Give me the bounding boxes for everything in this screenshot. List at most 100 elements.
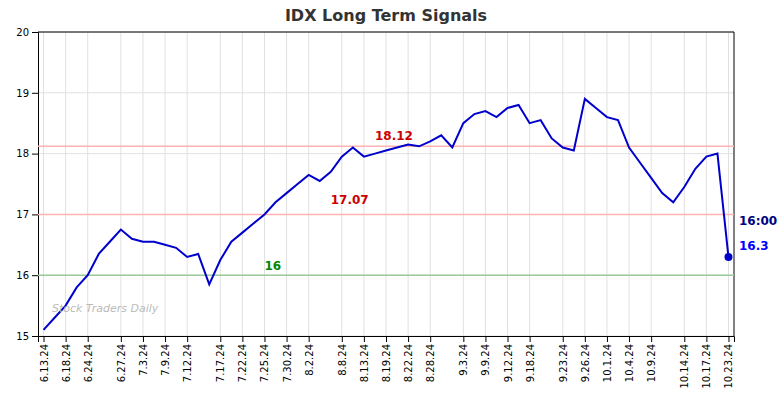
tick-label: 10.14.24: [679, 344, 690, 389]
tick-label: 9.26.24: [580, 344, 591, 382]
tick: 16: [16, 270, 38, 281]
tick-mark: [386, 336, 387, 342]
tick: 8.13.24: [359, 336, 370, 382]
tick: 7.3.24: [138, 336, 149, 376]
annotation: 16: [264, 259, 281, 273]
annotation: 16.3: [739, 239, 769, 253]
tick-label: 17: [16, 209, 29, 220]
chart: 6.13.246.18.246.24.246.27.247.3.247.9.24…: [0, 0, 784, 398]
annotation: 17.07: [331, 193, 369, 207]
tick: 8.22.24: [403, 336, 414, 382]
tick-label: 7.17.24: [215, 344, 226, 382]
tick: 10.4.24: [624, 336, 635, 382]
tick: 20: [16, 27, 38, 38]
grid-line: [142, 32, 143, 336]
tick: 19: [16, 88, 38, 99]
tick-mark: [706, 336, 707, 342]
grid-line: [286, 32, 287, 336]
tick: 18: [16, 148, 38, 159]
tick-mark: [32, 93, 38, 94]
tick: 10.1.24: [602, 336, 613, 382]
reference-line: [38, 274, 734, 276]
tick: 9.23.24: [558, 336, 569, 382]
tick-label: 8.19.24: [381, 344, 392, 382]
tick: 10.14.24: [679, 336, 690, 389]
annotation: 16:00: [739, 214, 777, 228]
grid-line: [43, 32, 44, 336]
tick-mark: [342, 336, 343, 342]
tick-mark: [32, 214, 38, 215]
axis-line: [39, 337, 735, 343]
tick-mark: [585, 336, 586, 342]
tick-mark: [430, 336, 431, 342]
grid-line: [485, 32, 486, 336]
tick: 6.13.24: [39, 336, 50, 382]
tick-mark: [651, 336, 652, 342]
tick-mark: [684, 336, 685, 342]
tick: 8.19.24: [381, 336, 392, 382]
tick-label: 6.27.24: [116, 344, 127, 382]
grid-line: [651, 32, 652, 336]
grid-line: [562, 32, 563, 336]
tick-mark: [309, 336, 310, 342]
tick-label: 20: [16, 27, 29, 38]
tick: 7.25.24: [259, 336, 270, 382]
tick-mark: [32, 32, 38, 33]
reference-line: [38, 214, 734, 216]
tick-label: 10.4.24: [624, 344, 635, 382]
grid-line: [38, 32, 734, 33]
frame: [38, 32, 734, 33]
tick-mark: [485, 336, 486, 342]
tick: 10.23.24: [723, 336, 734, 389]
grid-line: [38, 214, 734, 215]
end-dot: [724, 253, 732, 261]
tick-mark: [563, 336, 564, 342]
tick-label: 18: [16, 148, 29, 159]
tick: 7.30.24: [282, 336, 293, 382]
tick-mark: [629, 336, 630, 342]
plot-area: 6.13.246.18.246.24.246.27.247.3.247.9.24…: [16, 27, 777, 389]
tick-label: 9.23.24: [558, 344, 569, 382]
tick-mark: [364, 336, 365, 342]
grid-line: [529, 32, 530, 336]
tick: 7.17.24: [215, 336, 226, 382]
tick-mark: [143, 336, 144, 342]
tick-label: 10.1.24: [602, 344, 613, 382]
grid-line: [308, 32, 309, 336]
tick-mark: [530, 336, 531, 342]
tick: 8.8.24: [337, 336, 348, 376]
grid-line: [629, 32, 630, 336]
tick-mark: [287, 336, 288, 342]
tick-label: 9.18.24: [525, 344, 536, 382]
y-axis: 151617181920: [16, 27, 38, 342]
tick-mark: [44, 336, 45, 342]
tick-mark: [121, 336, 122, 342]
grid-line: [363, 32, 364, 336]
tick-label: 8.2.24: [304, 344, 315, 376]
axis-line: [32, 33, 39, 337]
tick: 10.17.24: [701, 336, 712, 389]
tick-label: 6.24.24: [83, 344, 94, 382]
tick-label: 9.3.24: [458, 344, 469, 376]
tick-label: 7.25.24: [259, 344, 270, 382]
tick-mark: [508, 336, 509, 342]
grid-line: [165, 32, 166, 336]
grid: [38, 32, 734, 336]
grid-line: [65, 32, 66, 336]
grid-line: [187, 32, 188, 336]
tick-label: 7.12.24: [182, 344, 193, 382]
tick-label: 9.12.24: [503, 344, 514, 382]
tick-label: 6.13.24: [39, 344, 50, 382]
tick-mark: [165, 336, 166, 342]
x-axis: 6.13.246.18.246.24.246.27.247.3.247.9.24…: [39, 336, 735, 389]
tick-mark: [220, 336, 221, 342]
grid-line: [38, 275, 734, 276]
grid-line: [386, 32, 387, 336]
grid-line: [463, 32, 464, 336]
grid-line: [684, 32, 685, 336]
watermark: Stock Traders Daily: [52, 302, 159, 315]
frame: [734, 32, 735, 336]
grid-line: [584, 32, 585, 336]
tick-label: 7.3.24: [138, 344, 149, 376]
tick-mark: [88, 336, 89, 342]
